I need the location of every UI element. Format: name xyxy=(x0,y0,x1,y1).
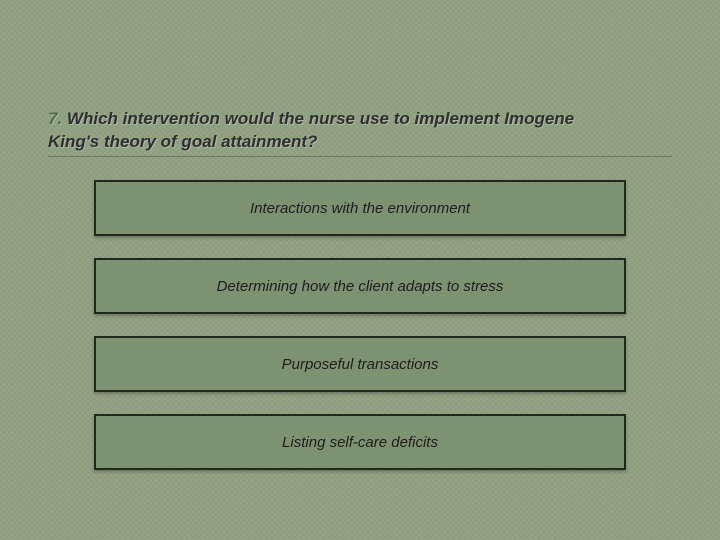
options-list: Interactions with the environment Determ… xyxy=(94,180,626,470)
option-3[interactable]: Purposeful transactions xyxy=(94,336,626,392)
option-2[interactable]: Determining how the client adapts to str… xyxy=(94,258,626,314)
question-text-line-2: King's theory of goal attainment? xyxy=(48,131,672,154)
option-1[interactable]: Interactions with the environment xyxy=(94,180,626,236)
question-underline xyxy=(48,156,672,157)
option-4[interactable]: Listing self-care deficits xyxy=(94,414,626,470)
question-line-1: 7. Which intervention would the nurse us… xyxy=(48,108,672,131)
question-text-line-1: Which intervention would the nurse use t… xyxy=(67,109,574,128)
option-4-label: Listing self-care deficits xyxy=(282,434,438,451)
option-2-label: Determining how the client adapts to str… xyxy=(217,278,504,295)
option-3-label: Purposeful transactions xyxy=(282,356,439,373)
question-block: 7. Which intervention would the nurse us… xyxy=(48,108,672,154)
question-number: 7. xyxy=(48,109,62,128)
option-1-label: Interactions with the environment xyxy=(250,200,470,217)
